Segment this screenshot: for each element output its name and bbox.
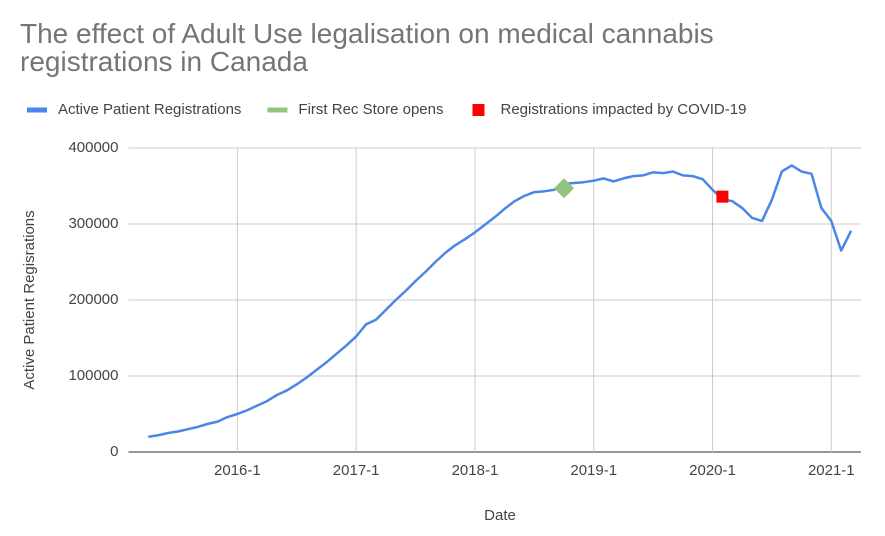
y-tick-label: 0 [110, 443, 118, 460]
series-line [148, 164, 853, 439]
marker-diamond [554, 178, 575, 199]
x-axis-title: Date [484, 507, 516, 524]
x-tick-label: 2016-1 [214, 462, 261, 479]
x-tick-label: 2019-1 [570, 462, 617, 479]
legend-label: First Rec Store opens [298, 101, 443, 118]
x-tick-label: 2021-1 [808, 462, 855, 479]
legend-label: Active Patient Registrations [58, 101, 241, 118]
y-axis-title: Active Patient Regisrations [21, 210, 38, 389]
x-tick-label: 2020-1 [689, 462, 736, 479]
marker-square [716, 190, 729, 203]
y-tick-label: 400000 [68, 139, 118, 156]
chart-title: The effect of Adult Use legalisation on … [20, 18, 714, 77]
y-tick-label: 300000 [68, 215, 118, 232]
y-tick-label: 200000 [68, 291, 118, 308]
x-tick-label: 2017-1 [333, 462, 380, 479]
legend-symbol [472, 104, 485, 116]
x-tick-label: 2018-1 [452, 462, 499, 479]
legend-label: Registrations impacted by COVID-19 [500, 101, 746, 118]
y-tick-label: 100000 [68, 367, 118, 384]
